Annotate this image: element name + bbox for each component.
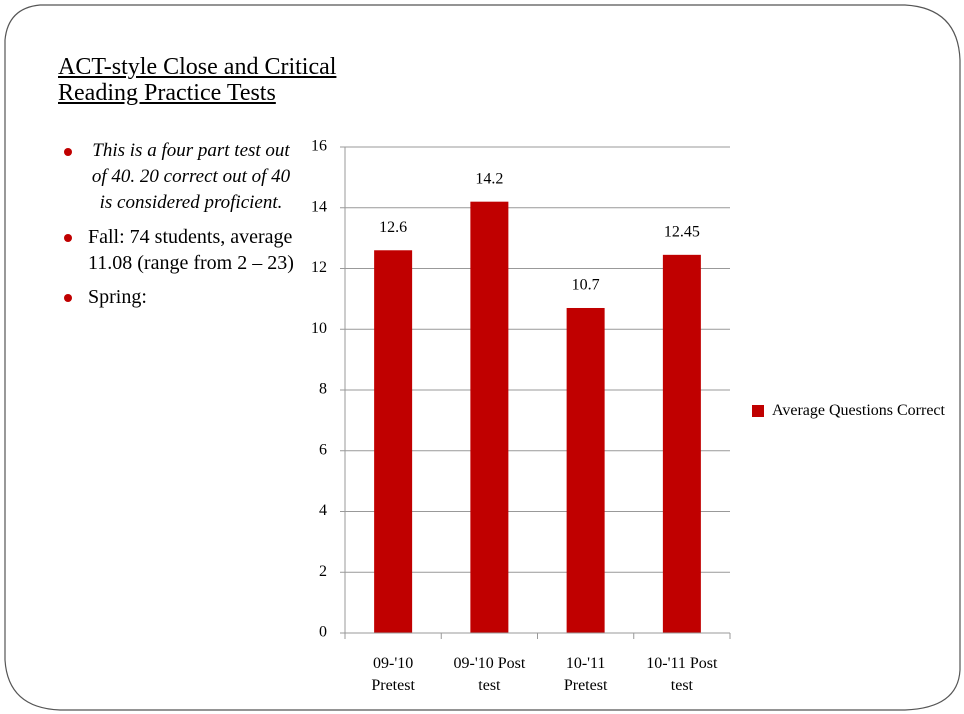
bar — [662, 254, 701, 634]
y-tick-label: 2 — [319, 563, 327, 580]
title-line: Reading Practice Tests — [58, 80, 276, 106]
x-tick-label: 10-'11 Pretest — [563, 655, 608, 694]
legend-label: Average Questions Correct — [772, 402, 945, 419]
bullet: This is a four part test out of 40. 20 c… — [64, 138, 304, 216]
x-tick-label: 10-'11 Post test — [646, 655, 718, 694]
slide-title: ACT-style Close and Critical Reading Pra… — [58, 54, 336, 106]
bar — [566, 307, 605, 633]
y-tick-label: 6 — [319, 441, 327, 458]
legend: Average Questions Correct — [752, 401, 964, 421]
data-label: 10.7 — [572, 277, 600, 294]
x-tick-label: 09-'10 Post test — [453, 655, 526, 694]
y-tick-label: 8 — [319, 381, 327, 398]
y-tick-label: 16 — [311, 138, 327, 155]
data-label: 12.6 — [379, 219, 407, 236]
bar — [470, 201, 509, 634]
title-line: ACT-style Close and Critical — [58, 54, 337, 80]
bullet: Fall: 74 students, average 11.08 (range … — [64, 224, 304, 276]
y-tick-label: 10 — [311, 320, 327, 337]
legend-swatch — [752, 405, 764, 417]
bullet: Spring: — [64, 284, 304, 310]
bullet-list: This is a four part test out of 40. 20 c… — [64, 138, 304, 318]
x-tick-label: 09-'10 Pretest — [371, 655, 415, 694]
y-tick-label: 0 — [319, 624, 327, 641]
data-label: 12.45 — [664, 224, 700, 241]
data-label: 14.2 — [475, 170, 503, 187]
y-tick-label: 4 — [319, 502, 327, 519]
slide-border — [4, 4, 961, 711]
y-tick-label: 14 — [311, 198, 327, 215]
bar — [374, 250, 413, 633]
y-tick-label: 12 — [311, 259, 327, 276]
